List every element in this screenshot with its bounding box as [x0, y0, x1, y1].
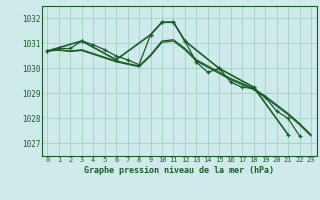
X-axis label: Graphe pression niveau de la mer (hPa): Graphe pression niveau de la mer (hPa) — [84, 166, 274, 175]
